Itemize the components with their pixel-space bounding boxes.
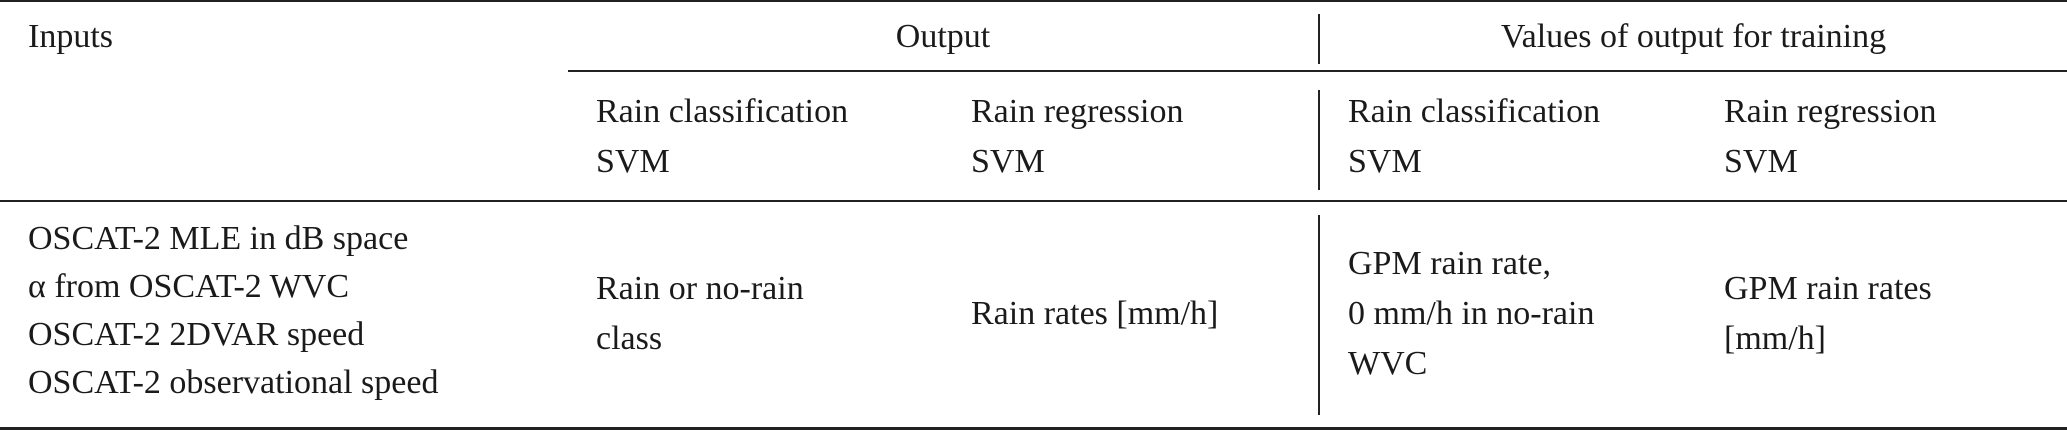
cell-line: GPM rain rates (1724, 270, 1932, 307)
input-line: OSCAT-2 observational speed (28, 364, 439, 401)
cell-line: class (596, 320, 663, 357)
input-line: α from OSCAT-2 WVC (28, 268, 350, 305)
bottom-rule (0, 427, 2067, 430)
top-rule (0, 0, 2067, 2)
subheader-training-regression: Rain regression SVM (1724, 87, 1936, 187)
header-training: Values of output for training (1500, 18, 1887, 55)
subheader-line: SVM (1348, 143, 1422, 180)
cell-output-regression: Rain rates [mm/h] (971, 289, 1218, 339)
separator-top (1318, 14, 1320, 64)
subheader-line: Rain regression (971, 93, 1184, 130)
cell-line: 0 mm/h in no-rain (1348, 295, 1595, 332)
cell-training-classification: GPM rain rate, 0 mm/h in no-rain WVC (1348, 239, 1594, 389)
input-line: OSCAT-2 2DVAR speed (28, 316, 365, 353)
header-bottom-rule (0, 200, 2067, 202)
subheader-line: Rain regression (1724, 93, 1937, 130)
cell-line: WVC (1348, 345, 1428, 382)
subheader-line: Rain classification (596, 93, 849, 130)
cell-training-regression: GPM rain rates [mm/h] (1724, 264, 1932, 364)
subheader-training-classification: Rain classification SVM (1348, 87, 1600, 187)
cell-output-classification: Rain or no-rain class (596, 264, 804, 364)
subheader-line: SVM (596, 143, 670, 180)
separator-sub (1318, 90, 1320, 190)
subheader-line: SVM (971, 143, 1045, 180)
cell-line: [mm/h] (1724, 320, 1826, 357)
cell-line: GPM rain rate, (1348, 245, 1552, 282)
subheader-line: Rain classification (1348, 93, 1601, 130)
cell-line: Rain rates [mm/h] (971, 295, 1219, 332)
subheader-line: SVM (1724, 143, 1798, 180)
group-underline (568, 70, 2067, 72)
subheader-output-classification: Rain classification SVM (596, 87, 848, 187)
input-line: OSCAT-2 MLE in dB space (28, 220, 409, 257)
cell-line: Rain or no-rain (596, 270, 804, 307)
cell-inputs: OSCAT-2 MLE in dB space α from OSCAT-2 W… (28, 215, 438, 407)
separator-body (1318, 215, 1320, 415)
header-output: Output (895, 18, 991, 55)
header-inputs: Inputs (28, 18, 113, 55)
subheader-output-regression: Rain regression SVM (971, 87, 1183, 187)
